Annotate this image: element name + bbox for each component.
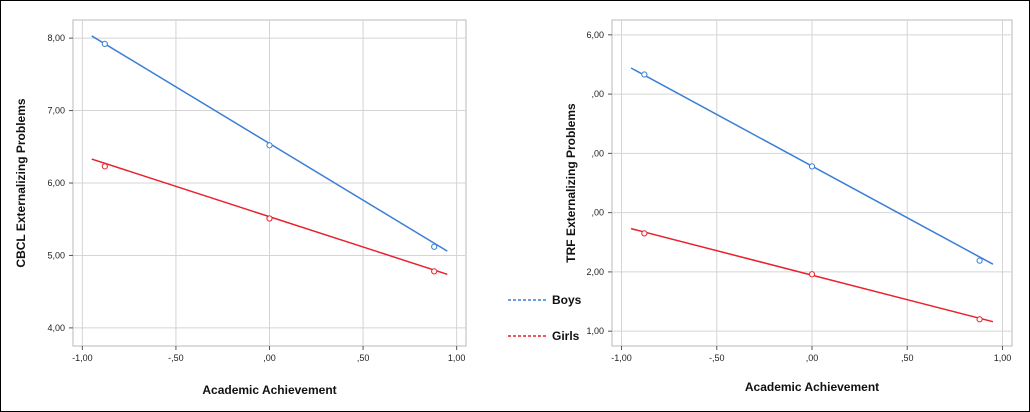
y-tick-label: ,00 — [591, 148, 604, 158]
x-tick-label: 1,00 — [994, 353, 1012, 363]
data-point-boys — [808, 163, 816, 170]
data-point-boys — [101, 40, 108, 48]
data-point-girls — [101, 163, 108, 170]
data-point-girls — [431, 268, 438, 275]
x-tick-label: -1,00 — [611, 353, 632, 363]
y-tick-label: 4,00 — [47, 323, 65, 333]
legend-label-girls: Girls — [552, 329, 580, 343]
x-tick-label: ,50 — [357, 353, 370, 363]
x-axis-label: Academic Achievement — [745, 380, 879, 394]
data-point-girls — [641, 230, 648, 237]
y-tick-label: 2,00 — [586, 267, 604, 277]
y-tick-label: 1,00 — [586, 326, 604, 336]
x-tick-label: -,50 — [709, 353, 725, 363]
x-tick-label: 1,00 — [448, 353, 466, 363]
y-tick-label: ,00 — [591, 208, 604, 218]
data-point-girls — [976, 316, 983, 323]
data-point-boys — [266, 142, 273, 149]
data-point-boys — [641, 71, 648, 78]
x-tick-label: ,50 — [901, 353, 914, 363]
legend: Boys Girls — [508, 293, 582, 343]
trf-chart: -1,00 -,50 ,00 ,50 1,00 1,00 2,00 ,00 ,00 ,00 6,00… — [564, 19, 1013, 394]
y-tick-label: ,00 — [591, 89, 604, 99]
data-point-girls — [266, 215, 273, 222]
x-tick-label: ,00 — [263, 353, 276, 363]
legend-label-boys: Boys — [552, 293, 582, 307]
x-tick-label: -1,00 — [72, 353, 93, 363]
data-point-boys — [976, 257, 983, 264]
data-point-boys — [431, 243, 438, 250]
y-axis-label: CBCL Externalizing Problems — [14, 98, 28, 267]
cbcl-chart: -1,00 -,50 ,00 ,50 1,00 4,00 5,00 6,00 7,00 8,00 A… — [14, 19, 467, 397]
y-tick-label: 6,00 — [586, 30, 604, 40]
x-tick-label: ,00 — [806, 353, 819, 363]
y-axis-label: TRF Externalizing Problems — [564, 103, 578, 263]
x-tick-label: -,50 — [168, 353, 184, 363]
y-tick-label: 8,00 — [47, 33, 65, 43]
y-tick-label: 7,00 — [47, 106, 65, 116]
y-tick-label: 5,00 — [47, 250, 65, 260]
x-axis-label: Academic Achievement — [202, 383, 336, 397]
data-point-girls — [808, 271, 816, 278]
y-tick-label: 6,00 — [47, 178, 65, 188]
